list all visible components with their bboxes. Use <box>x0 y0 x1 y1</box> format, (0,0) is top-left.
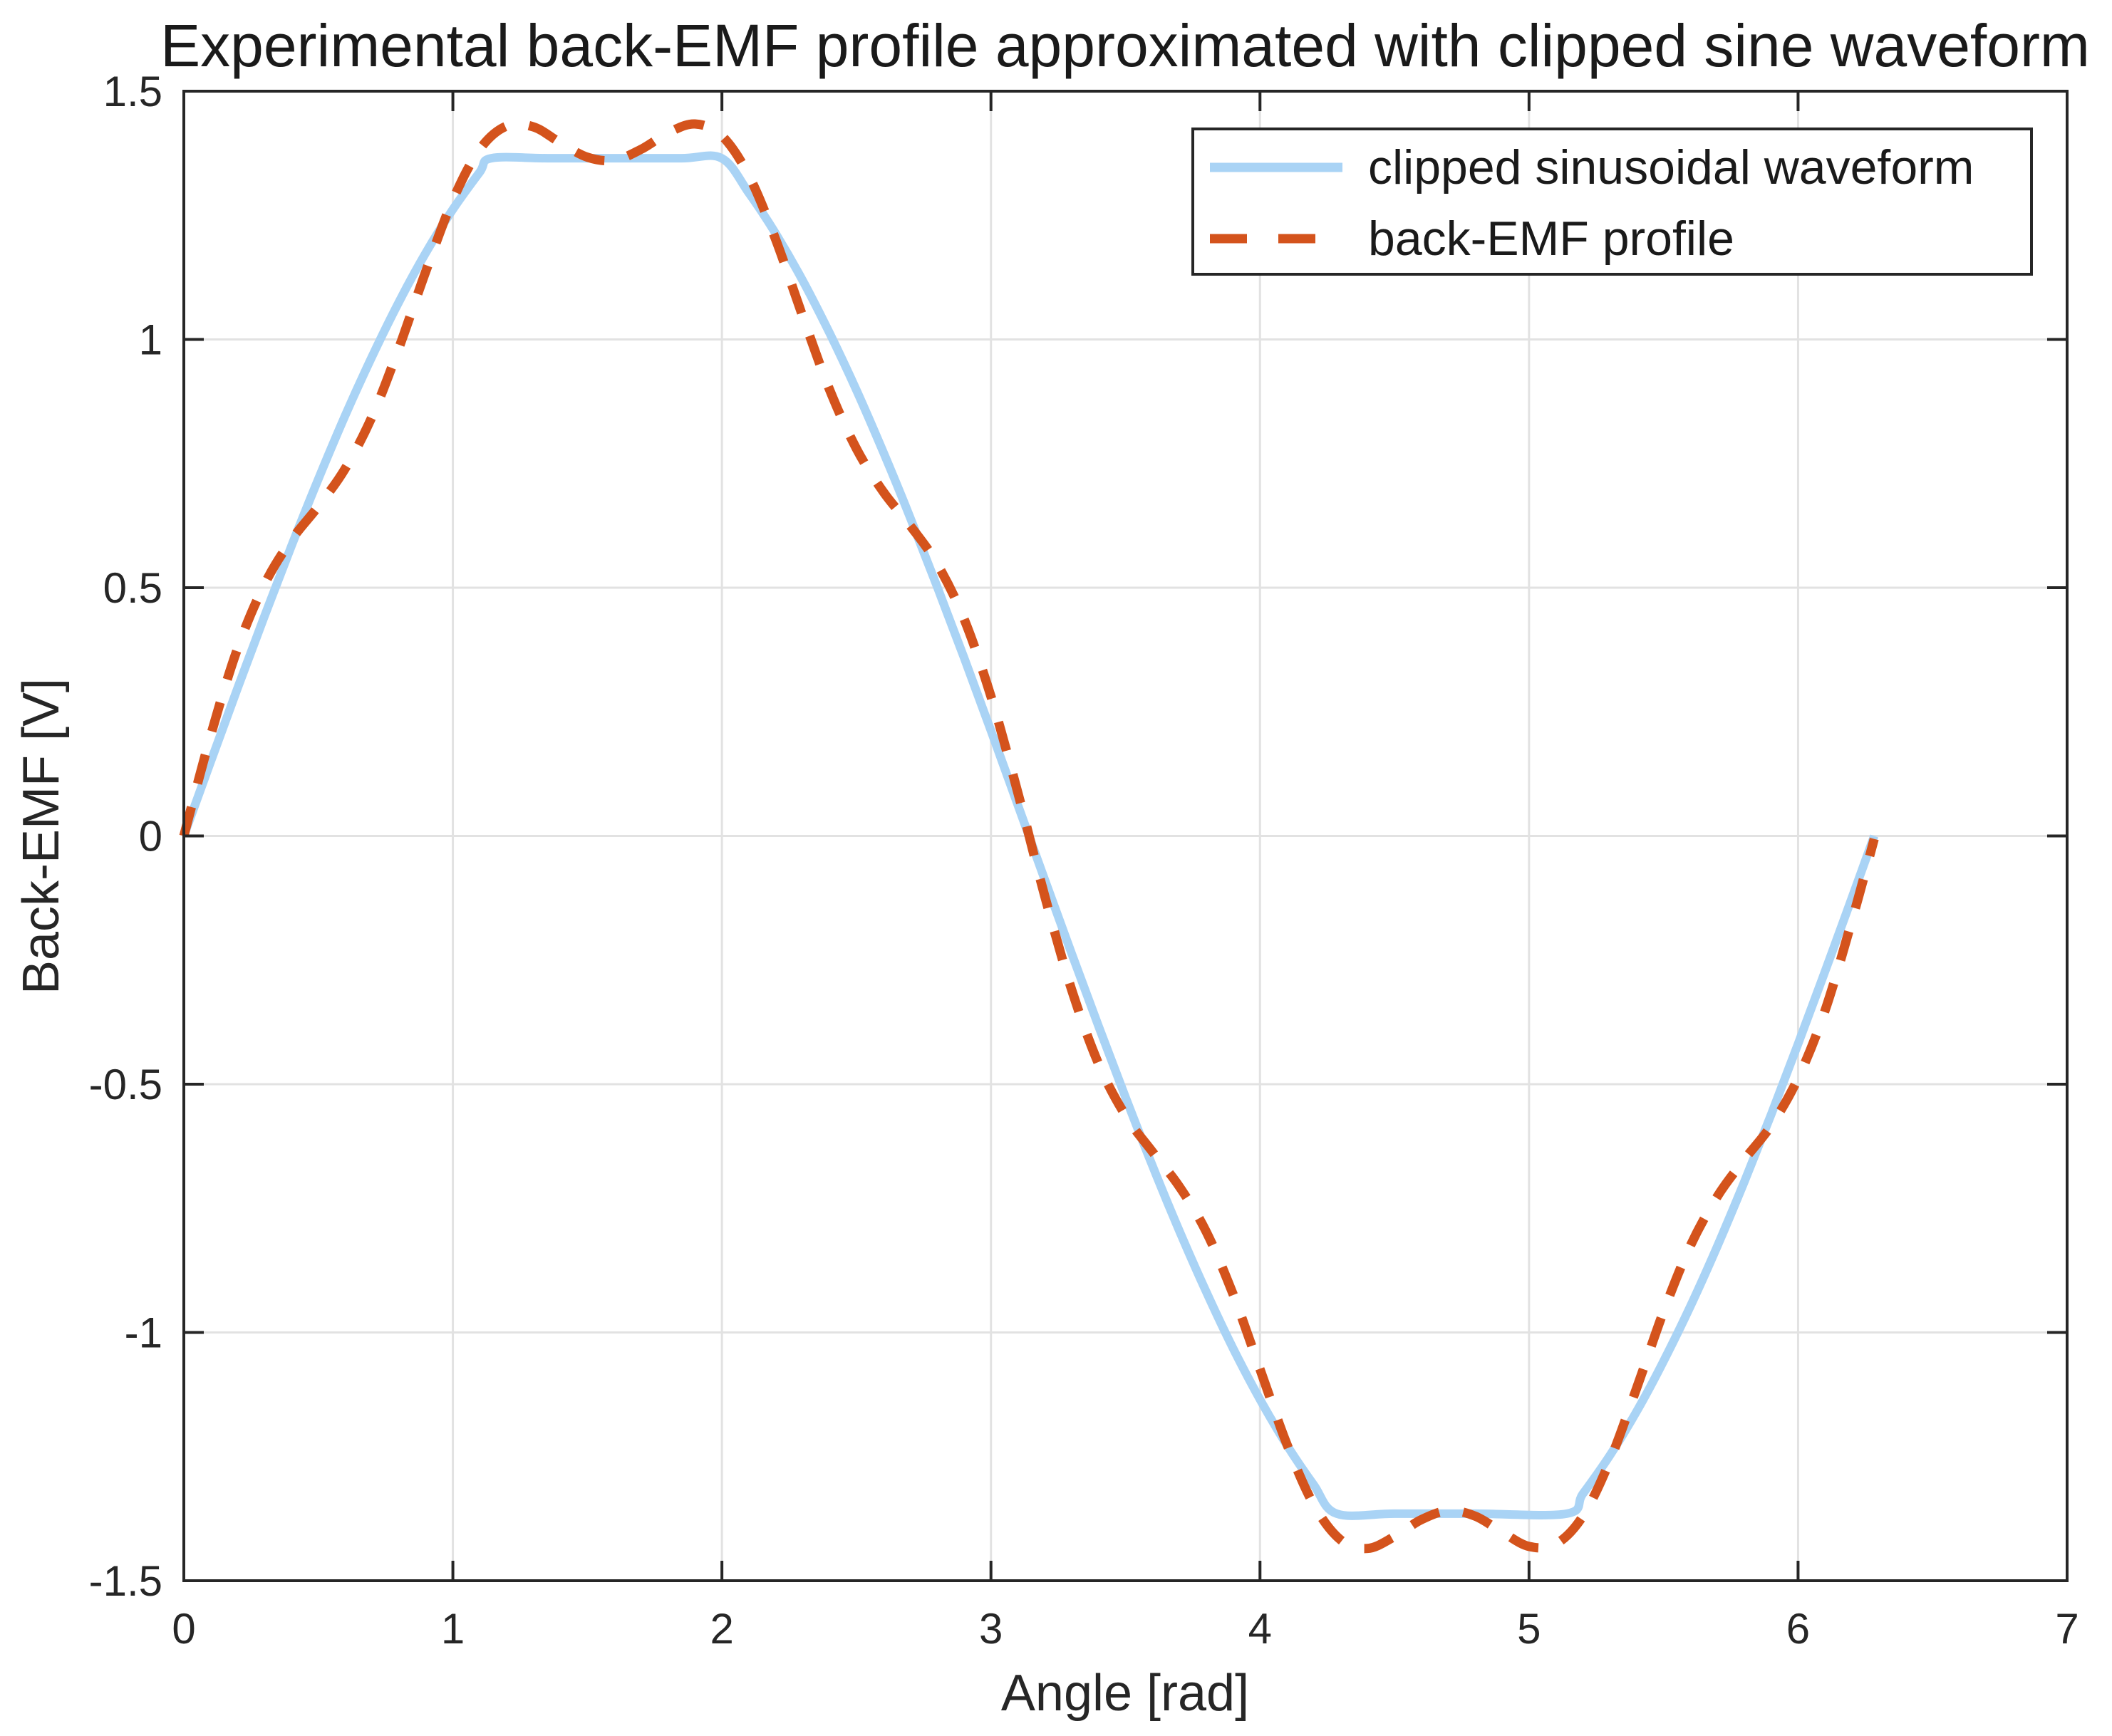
y-tick-label: 1 <box>139 316 162 364</box>
x-axis-label: Angle [rad] <box>1000 1665 1250 1722</box>
chart-title: Experimental back-EMF profile approximat… <box>160 12 2090 79</box>
x-tick-label: 0 <box>172 1605 195 1653</box>
y-tick-label: 0 <box>139 813 162 861</box>
y-tick-label: -1 <box>125 1309 162 1357</box>
series-backemf-profile <box>179 119 1879 1554</box>
x-tick-label: 7 <box>2055 1605 2079 1653</box>
y-tick-label: 0.5 <box>103 564 162 612</box>
x-tick-label: 5 <box>1517 1605 1541 1653</box>
y-axis-label: Back-EMF [V] <box>13 677 70 995</box>
y-tick-label: -0.5 <box>89 1061 162 1108</box>
legend-item-clipped-waveform: clipped sinusoidal waveform <box>1194 132 2030 203</box>
legend-item-backemf-profile: back-EMF profile <box>1194 203 2030 274</box>
series-clipped-waveform <box>180 151 1878 1520</box>
x-tick-label: 2 <box>710 1605 733 1653</box>
legend-label: clipped sinusoidal waveform <box>1368 140 1974 194</box>
x-tick-label: 4 <box>1248 1605 1272 1653</box>
legend-line-dashed-icon <box>1210 234 1342 244</box>
legend-line-solid-icon <box>1210 162 1342 172</box>
y-tick-label: 1.5 <box>103 68 162 115</box>
x-tick-label: 3 <box>979 1605 1003 1653</box>
legend-label: back-EMF profile <box>1368 212 1734 266</box>
y-tick-label: -1.5 <box>89 1557 162 1605</box>
x-tick-label: 1 <box>441 1605 465 1653</box>
x-tick-label: 6 <box>1786 1605 1810 1653</box>
legend: clipped sinusoidal waveform back-EMF pro… <box>1191 128 2033 276</box>
